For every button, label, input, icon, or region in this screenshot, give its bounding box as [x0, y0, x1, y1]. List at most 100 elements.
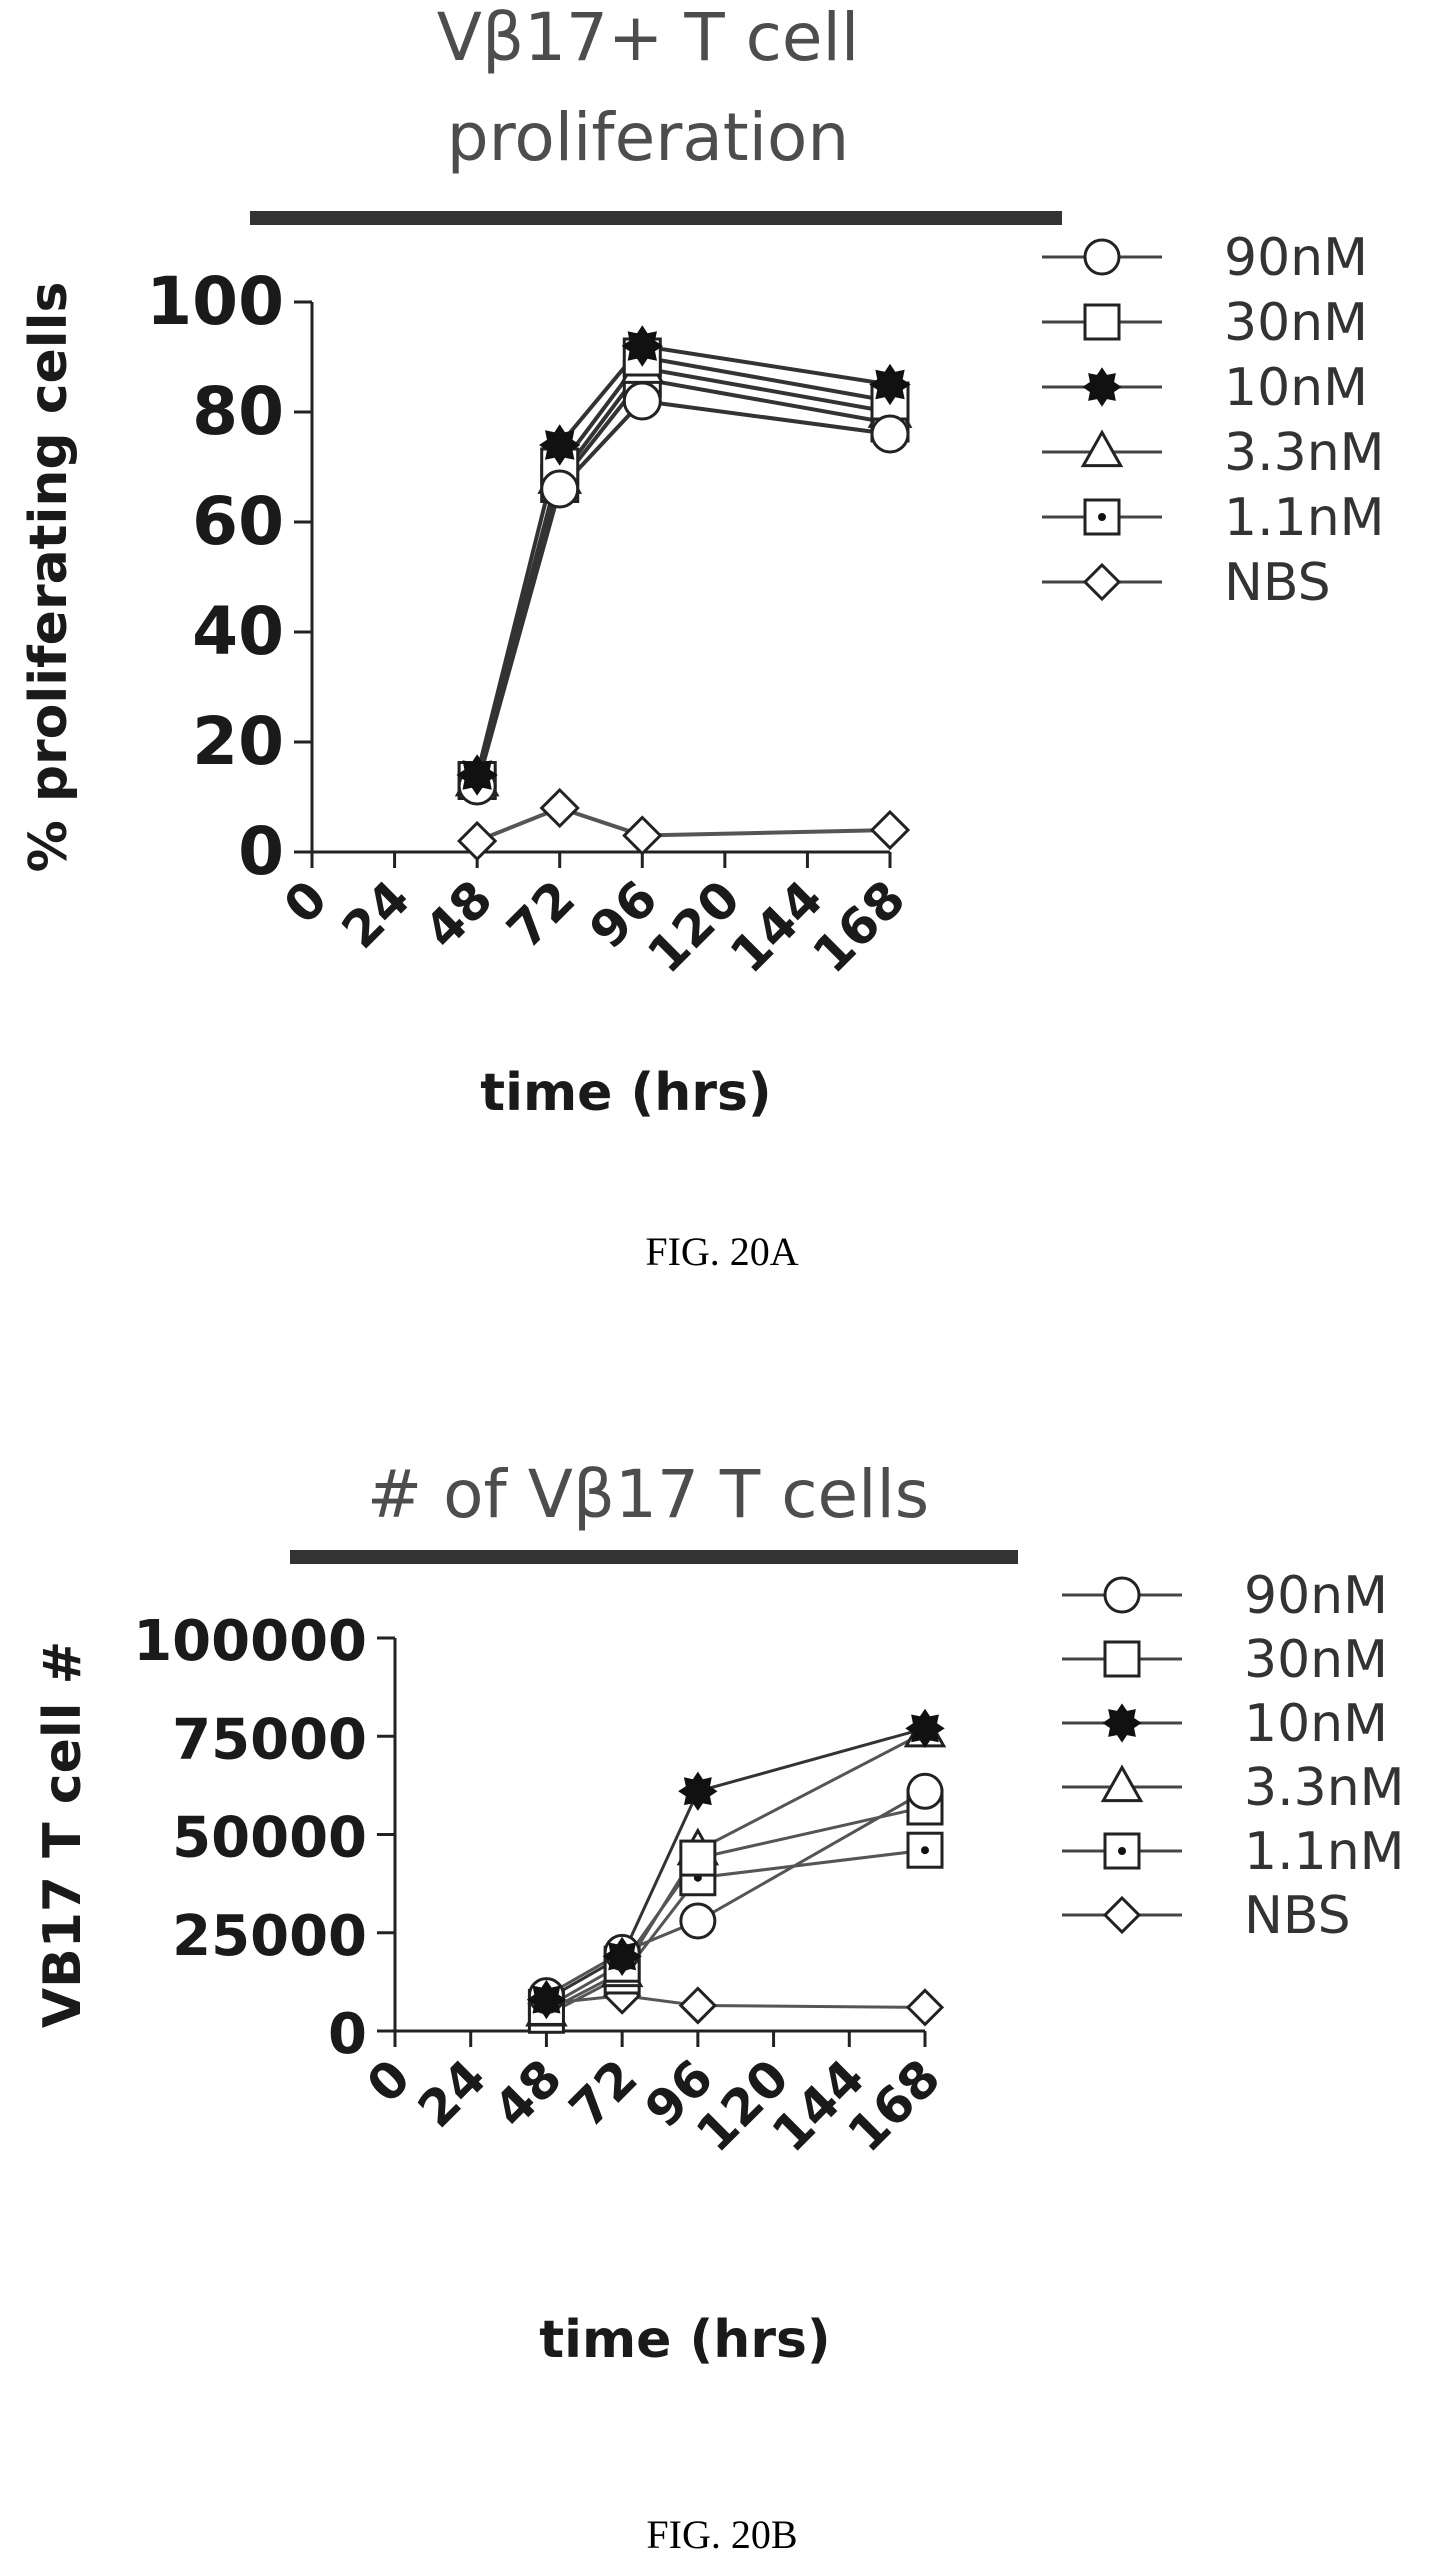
legend-item-10nM: 10nM — [1042, 358, 1368, 418]
legend-marker-diamond — [1082, 562, 1122, 602]
legend-label: 3.3nM — [1244, 1758, 1405, 1818]
data-point-30nM — [679, 1839, 717, 1877]
data-point-NBS — [678, 1986, 717, 2025]
legend-marker-square — [1103, 1640, 1141, 1678]
data-point-10nM — [905, 1708, 945, 1748]
data-point-10nM — [602, 1936, 642, 1977]
legend-item-3.3nM: 3.3nM — [1062, 1758, 1405, 1818]
legend-item-3.3nM: 3.3nM — [1042, 423, 1385, 483]
series-line-10nM — [475, 343, 891, 776]
data-point-10nM — [678, 1771, 718, 1811]
legend-marker-triangle — [1080, 429, 1124, 468]
data-point-90nM — [540, 469, 580, 509]
legend-item-30nM: 30nM — [1042, 293, 1368, 353]
data-point-10nM — [621, 325, 664, 367]
legend-marker-square-dot — [1103, 1832, 1141, 1870]
legend-marker-star — [1102, 1703, 1142, 1743]
series-line-1.1nM — [545, 1848, 926, 2017]
x-tick-label: 72 — [558, 2048, 648, 2138]
x-tick-label: 24 — [407, 2048, 497, 2138]
data-point-90nM — [870, 414, 910, 454]
y-tick-label: 25000 — [172, 1904, 367, 1969]
legend-item-1.1nM: 1.1nM — [1042, 488, 1385, 548]
x-tick-label: 168 — [837, 2048, 952, 2163]
legend-label: NBS — [1244, 1886, 1351, 1946]
legend-item-90nM: 90nM — [1042, 228, 1368, 288]
data-point-NBS — [905, 1988, 945, 2027]
chart-20b: # of Vβ17 T cells02500050000750001000000… — [33, 1456, 1405, 2557]
y-tick-label: 0 — [328, 2002, 367, 2067]
legend-item-90nM: 90nM — [1062, 1566, 1388, 1626]
chart-title: proliferation — [447, 99, 849, 176]
data-point-NBS — [622, 815, 663, 856]
figure-caption: FIG. 20B — [646, 2512, 797, 2557]
y-tick-label: 75000 — [172, 1707, 367, 1772]
chart-20a: Vβ17+ T cellproliferation020406080100024… — [19, 0, 1385, 1274]
legend-marker-square — [1083, 303, 1121, 341]
legend-marker-square-dot — [1083, 498, 1121, 536]
x-tick-label: 48 — [413, 869, 503, 959]
legend-label: 30nM — [1244, 1630, 1388, 1690]
legend-label: 1.1nM — [1224, 488, 1385, 548]
y-axis-label: % proliferating cells — [19, 282, 79, 873]
data-point-90nM — [679, 1902, 717, 1940]
data-point-NBS — [869, 809, 911, 851]
data-point-NBS — [457, 820, 498, 862]
legend-label: 30nM — [1224, 293, 1368, 353]
legend-item-10nM: 10nM — [1062, 1694, 1388, 1754]
x-tick-label: 72 — [496, 869, 586, 959]
y-tick-label: 80 — [192, 373, 284, 450]
x-tick-label: 168 — [802, 869, 917, 984]
x-tick-label: 48 — [483, 2048, 573, 2138]
chart-title: Vβ17+ T cell — [437, 0, 859, 76]
series-line-NBS — [476, 805, 891, 843]
figure-caption: FIG. 20A — [645, 1229, 798, 1274]
data-point-10nM — [869, 363, 911, 406]
legend-label: 10nM — [1224, 358, 1368, 418]
data-point-10nM — [456, 754, 498, 796]
legend-item-NBS: NBS — [1062, 1886, 1351, 1946]
legend-label: 90nM — [1244, 1566, 1388, 1626]
legend-label: 3.3nM — [1224, 423, 1385, 483]
chart-title: # of Vβ17 T cells — [367, 1456, 929, 1533]
series-line-10nM — [545, 1726, 926, 2001]
legend-marker-triangle — [1100, 1764, 1144, 1803]
legend-label: 10nM — [1244, 1694, 1388, 1754]
data-point-90nM — [906, 1772, 944, 1810]
y-tick-label: 20 — [192, 703, 284, 780]
y-tick-label: 40 — [192, 593, 284, 670]
legend-label: 1.1nM — [1244, 1822, 1405, 1882]
series-line-1.1nM — [475, 376, 891, 782]
series-line-3.3nM — [475, 365, 891, 782]
series-line-30nM — [545, 1805, 926, 2009]
legend-item-30nM: 30nM — [1062, 1630, 1388, 1690]
data-point-10nM — [526, 1979, 567, 2020]
y-tick-label: 100000 — [133, 1609, 367, 1674]
data-point-10nM — [538, 424, 581, 466]
legend-item-NBS: NBS — [1042, 553, 1331, 613]
series-line-3.3nM — [545, 1730, 926, 2013]
legend-marker-circle — [1083, 238, 1121, 276]
legend-marker-circle — [1103, 1576, 1141, 1614]
data-point-1.1nM — [906, 1831, 944, 1869]
series-line-90nM — [545, 1789, 926, 1997]
y-tick-label: 0 — [238, 813, 284, 890]
x-axis-label: time (hrs) — [480, 1063, 771, 1123]
y-tick-label: 50000 — [172, 1806, 367, 1871]
series-line-90nM — [475, 398, 891, 787]
y-tick-label: 60 — [192, 483, 284, 560]
data-point-NBS — [539, 787, 580, 829]
legend-label: NBS — [1224, 553, 1331, 613]
x-axis-label: time (hrs) — [539, 2310, 830, 2370]
legend-item-1.1nM: 1.1nM — [1062, 1822, 1405, 1882]
legend-marker-diamond — [1102, 1895, 1142, 1935]
data-point-90nM — [622, 381, 662, 421]
x-tick-label: 24 — [331, 869, 421, 959]
y-axis-label: VB17 T cell # — [33, 1641, 93, 2028]
series-line-NBS — [546, 1994, 926, 2009]
legend-marker-star — [1082, 367, 1122, 407]
legend-label: 90nM — [1224, 228, 1368, 288]
y-tick-label: 100 — [146, 263, 284, 340]
